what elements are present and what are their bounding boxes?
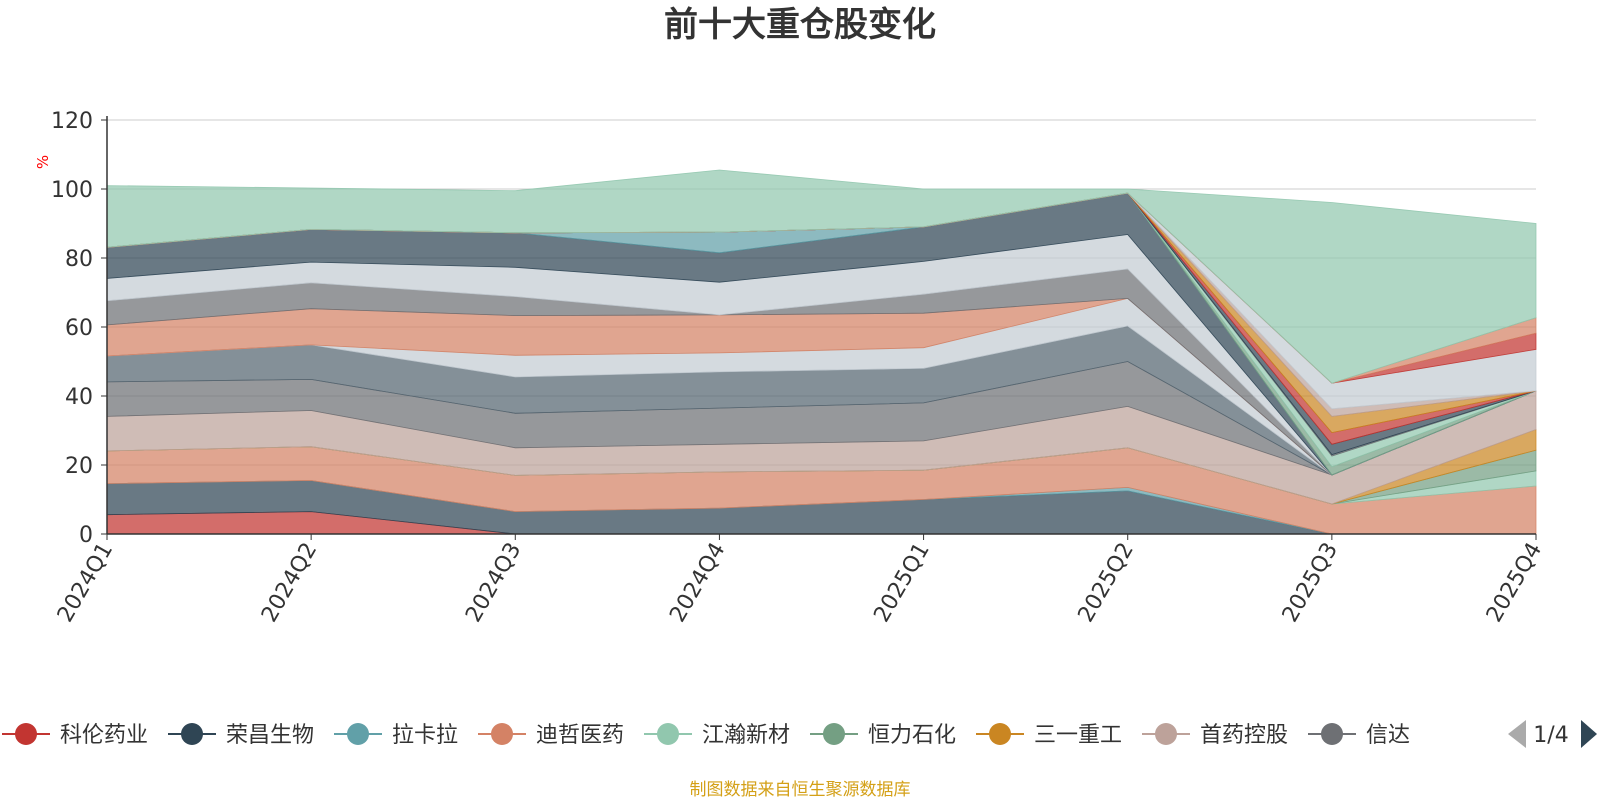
- legend-prev-icon[interactable]: [1508, 720, 1526, 748]
- legend-label: 江瀚新材: [702, 723, 790, 748]
- area-series-27: [106, 169, 1537, 384]
- legend-label: 迪哲医药: [536, 723, 624, 748]
- y-tick-label: 0: [79, 523, 93, 548]
- y-tick-label: 80: [65, 247, 93, 272]
- y-axis-label: %: [34, 155, 52, 169]
- area-series-group: [106, 169, 1537, 535]
- legend-marker-icon: [181, 723, 203, 745]
- legend-label: 荣昌生物: [226, 723, 314, 748]
- legend-pager: 1/4: [1508, 720, 1597, 748]
- x-tick-label: 2025Q1: [869, 539, 934, 627]
- y-tick-label: 40: [65, 385, 93, 410]
- legend-marker-icon: [1155, 723, 1177, 745]
- legend-page-label: 1/4: [1533, 723, 1568, 748]
- legend-marker-icon: [491, 723, 513, 745]
- legend-next-icon[interactable]: [1581, 720, 1597, 748]
- legend-label: 三一重工: [1034, 723, 1122, 748]
- legend-marker-icon: [989, 723, 1011, 745]
- x-tick-label: 2024Q3: [461, 539, 526, 627]
- x-tick-label: 2025Q4: [1482, 539, 1547, 627]
- x-tick-label: 2024Q2: [257, 539, 322, 627]
- legend-marker-icon: [823, 723, 845, 745]
- y-tick-label: 100: [51, 178, 93, 203]
- legend-item[interactable]: 拉卡拉: [334, 723, 458, 748]
- legend-label: 恒力石化: [868, 723, 956, 748]
- legend-marker-icon: [347, 723, 369, 745]
- chart-title: 前十大重仓股变化: [664, 5, 936, 45]
- legend[interactable]: 科伦药业 荣昌生物 拉卡拉 迪哲医药 江瀚新材 恒力石化 三一重工 首药控股 信达: [2, 723, 1410, 748]
- legend-item[interactable]: 江瀚新材: [644, 723, 790, 748]
- legend-item[interactable]: 首药控股: [1142, 723, 1288, 748]
- legend-label: 科伦药业: [60, 723, 148, 748]
- legend-item[interactable]: 科伦药业: [2, 723, 148, 748]
- legend-label: 拉卡拉: [392, 723, 458, 748]
- legend-item[interactable]: 迪哲医药: [478, 723, 624, 748]
- y-tick-label: 60: [65, 316, 93, 341]
- legend-item[interactable]: 三一重工: [976, 723, 1122, 748]
- x-tick-label: 2025Q3: [1278, 539, 1343, 627]
- legend-label: 首药控股: [1200, 723, 1288, 748]
- legend-marker-icon: [15, 723, 37, 745]
- legend-marker-icon: [1321, 723, 1343, 745]
- x-tick-label: 2024Q1: [53, 539, 118, 627]
- legend-marker-icon: [657, 723, 679, 745]
- legend-item[interactable]: 恒力石化: [810, 723, 956, 748]
- x-tick-label: 2025Q2: [1074, 539, 1139, 627]
- x-tick-label: 2024Q4: [665, 539, 730, 627]
- legend-item[interactable]: 信达: [1308, 723, 1410, 748]
- source-note: 制图数据来自恒生聚源数据库: [690, 780, 911, 800]
- y-tick-label: 120: [51, 109, 93, 134]
- legend-item[interactable]: 荣昌生物: [168, 723, 314, 748]
- y-tick-label: 20: [65, 454, 93, 479]
- legend-label: 信达: [1366, 723, 1410, 748]
